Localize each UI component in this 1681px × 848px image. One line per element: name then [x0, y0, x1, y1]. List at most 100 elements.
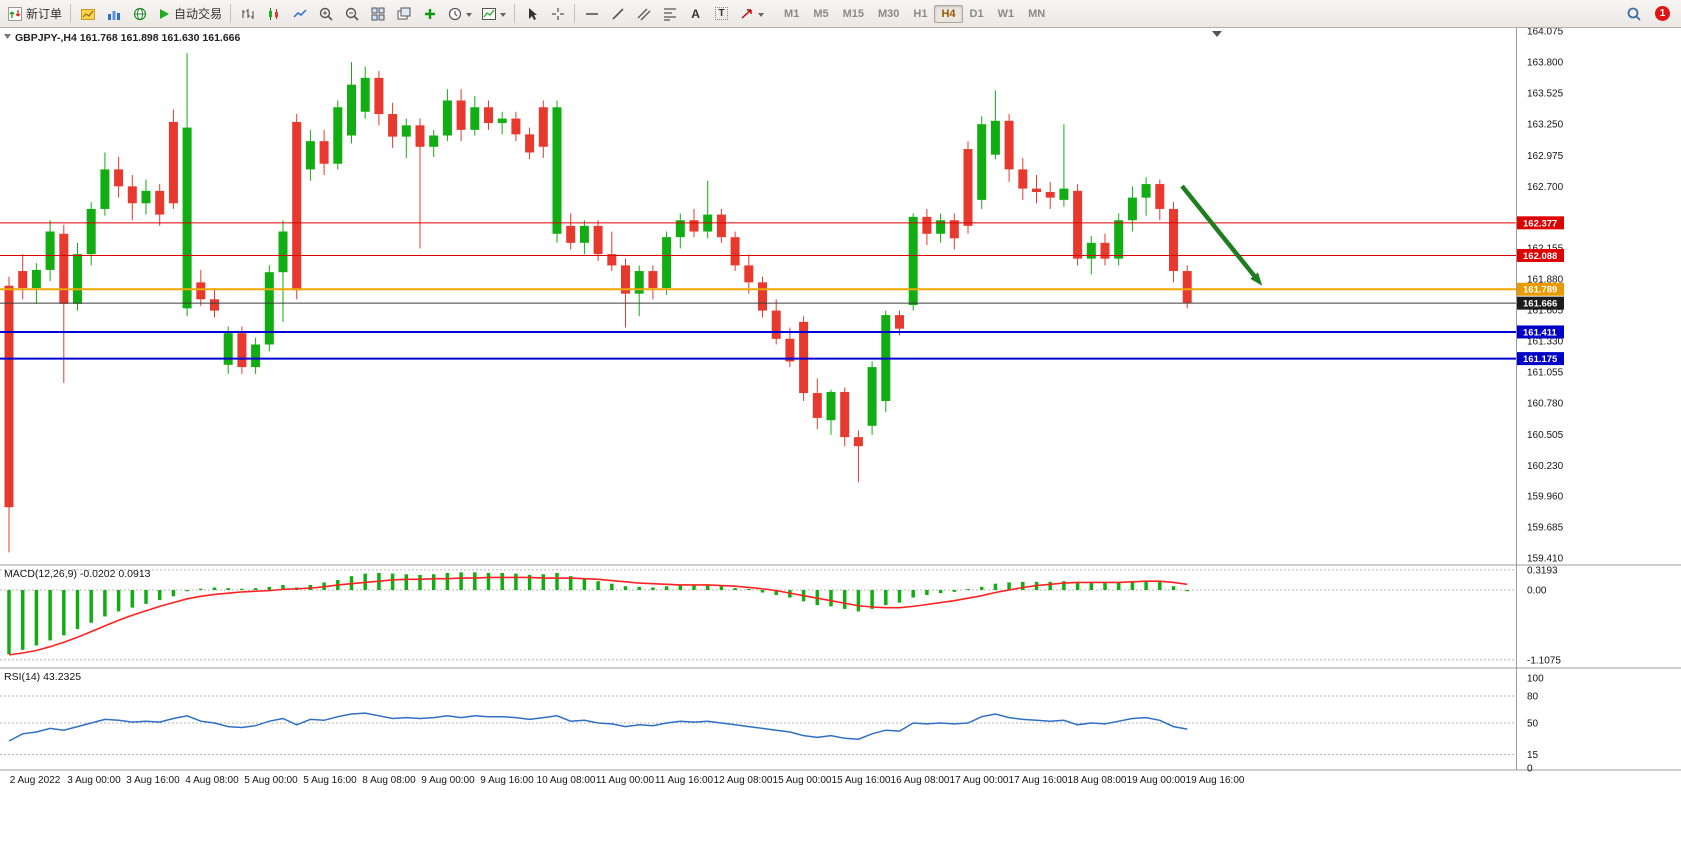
svg-text:159.410: 159.410 — [1527, 554, 1564, 565]
timeframe-button-M15[interactable]: M15 — [836, 5, 871, 23]
svg-text:160.780: 160.780 — [1527, 399, 1564, 410]
globe-icon — [133, 7, 146, 20]
svg-text:9 Aug 00:00: 9 Aug 00:00 — [421, 775, 475, 786]
candlestick-chart-button[interactable] — [261, 2, 286, 25]
arrows-button[interactable] — [735, 2, 768, 25]
svg-text:GBPJPY-,H4 161.768 161.898 16: GBPJPY-,H4 161.768 161.898 161.630 161.6… — [15, 32, 241, 44]
svg-text:161.411: 161.411 — [1523, 327, 1558, 338]
svg-text:5 Aug 16:00: 5 Aug 16:00 — [303, 775, 357, 786]
crosshair-icon — [551, 7, 564, 20]
zoom-in-button[interactable] — [313, 2, 338, 25]
toolbar-separator — [574, 4, 576, 23]
timeframe-button-H1[interactable]: H1 — [906, 5, 934, 23]
candlestick-chart-icon — [268, 7, 278, 20]
svg-text:19 Aug 16:00: 19 Aug 16:00 — [1186, 775, 1245, 786]
svg-text:80: 80 — [1527, 692, 1539, 703]
crosshair-button[interactable] — [545, 2, 570, 25]
horizontal-lines — [0, 222, 1516, 360]
zoom-out-button[interactable] — [339, 2, 364, 25]
timeframe-button-M5[interactable]: M5 — [806, 5, 835, 23]
svg-text:162.700: 162.700 — [1527, 182, 1564, 193]
svg-text:0: 0 — [1527, 764, 1533, 775]
svg-text:163.800: 163.800 — [1527, 58, 1564, 69]
timeframe-button-M30[interactable]: M30 — [871, 5, 906, 23]
horizontal-line-icon — [585, 12, 598, 15]
svg-text:10 Aug 08:00: 10 Aug 08:00 — [537, 775, 596, 786]
line-chart-button[interactable] — [287, 2, 312, 25]
svg-text:-1.1075: -1.1075 — [1527, 655, 1561, 666]
tile-windows-button[interactable] — [365, 2, 390, 25]
svg-text:17 Aug 16:00: 17 Aug 16:00 — [1009, 775, 1068, 786]
tile-windows-icon — [371, 7, 385, 20]
timeframe-button-M1[interactable]: M1 — [777, 5, 806, 23]
svg-text:159.685: 159.685 — [1527, 522, 1564, 533]
chevron-down-icon — [500, 12, 507, 20]
cursor-button[interactable] — [519, 2, 544, 25]
svg-text:162.088: 162.088 — [1523, 251, 1557, 262]
new-chart-button[interactable] — [75, 2, 100, 25]
svg-text:2 Aug 2022: 2 Aug 2022 — [10, 775, 61, 786]
indicators-button[interactable] — [417, 2, 442, 25]
zoom-out-icon — [345, 7, 359, 21]
svg-text:0.00: 0.00 — [1527, 586, 1547, 597]
cascade-windows-icon — [397, 7, 411, 19]
time-axis: 2 Aug 2022 3 Aug 00:00 3 Aug 16:00 4 Aug 08… — [10, 775, 1245, 786]
svg-text:12 Aug 08:00: 12 Aug 08:00 — [714, 775, 773, 786]
timeframe-button-MN[interactable]: MN — [1021, 5, 1052, 23]
svg-text:18 Aug 08:00: 18 Aug 08:00 — [1068, 775, 1127, 786]
timeframe-button-H4[interactable]: H4 — [934, 4, 963, 23]
chart-canvas[interactable]: 164.075 163.800 163.525 163.250 162.975 162.7… — [0, 27, 1681, 843]
svg-text:164.075: 164.075 — [1527, 28, 1564, 38]
svg-text:8 Aug 08:00: 8 Aug 08:00 — [362, 775, 416, 786]
svg-text:16 Aug 08:00: 16 Aug 08:00 — [891, 775, 950, 786]
search-icon — [1627, 7, 1641, 21]
timeframe-button-W1[interactable]: W1 — [991, 5, 1022, 23]
svg-text:15: 15 — [1527, 750, 1539, 761]
svg-text:11 Aug 16:00: 11 Aug 16:00 — [655, 775, 714, 786]
svg-text:162.377: 162.377 — [1523, 218, 1557, 229]
svg-text:17 Aug 00:00: 17 Aug 00:00 — [950, 775, 1009, 786]
profiles-icon — [107, 10, 120, 20]
text-tool-icon: A — [691, 6, 700, 21]
market-watch-button[interactable] — [127, 2, 152, 25]
channel-icon — [637, 8, 650, 20]
svg-text:161.666: 161.666 — [1523, 299, 1557, 310]
trendline-icon — [611, 7, 624, 20]
new-order-label: 新订单 — [26, 7, 63, 21]
templates-button[interactable] — [477, 2, 510, 25]
timeframe-button-D1[interactable]: D1 — [963, 5, 991, 23]
toolbar-separator — [514, 4, 516, 23]
svg-text:5 Aug 00:00: 5 Aug 00:00 — [244, 775, 298, 786]
horizontal-line-button[interactable] — [579, 2, 604, 25]
panel-frames — [0, 28, 1681, 771]
add-indicator-icon — [424, 8, 435, 19]
svg-text:163.525: 163.525 — [1527, 89, 1564, 100]
svg-text:161.880: 161.880 — [1527, 274, 1564, 285]
autotrading-button[interactable]: 自动交易 — [153, 2, 226, 25]
fibonacci-button[interactable] — [657, 2, 682, 25]
notification-badge[interactable]: 1 — [1655, 6, 1670, 21]
svg-text:4 Aug 08:00: 4 Aug 08:00 — [185, 775, 239, 786]
candlesticks — [4, 53, 1192, 553]
bar-chart-icon — [242, 8, 254, 19]
profiles-button[interactable] — [101, 2, 126, 25]
new-chart-icon — [80, 8, 95, 20]
trendline-button[interactable] — [605, 2, 630, 25]
search-button[interactable] — [1621, 2, 1646, 25]
zoom-in-icon — [319, 7, 333, 21]
cursor-icon — [528, 7, 537, 20]
svg-text:160.230: 160.230 — [1527, 461, 1564, 472]
svg-text:100: 100 — [1527, 674, 1544, 685]
periods-button[interactable] — [443, 2, 476, 25]
new-order-icon — [8, 6, 22, 21]
macd-panel: 0.3193 0.00 -1.1075 MACD(12,26,9) -0.0202 0… — [0, 565, 1561, 666]
cascade-windows-button[interactable] — [391, 2, 416, 25]
svg-text:15 Aug 00:00: 15 Aug 00:00 — [773, 775, 832, 786]
text-button[interactable]: A — [683, 2, 708, 25]
svg-text:50: 50 — [1527, 719, 1539, 730]
channel-button[interactable] — [631, 2, 656, 25]
svg-text:162.155: 162.155 — [1527, 243, 1564, 254]
new-order-button[interactable]: 新订单 — [3, 2, 66, 25]
bar-chart-button[interactable] — [235, 2, 260, 25]
label-button[interactable]: T — [709, 2, 734, 25]
